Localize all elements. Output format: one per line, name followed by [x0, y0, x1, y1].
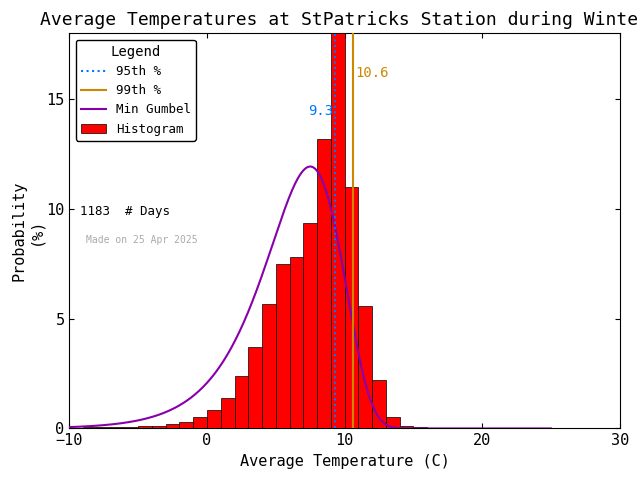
Bar: [331, 34, 344, 429]
Text: 9.3: 9.3: [308, 104, 333, 118]
Bar: [317, 139, 331, 429]
Bar: [358, 306, 372, 429]
Bar: [303, 223, 317, 429]
Bar: [372, 380, 386, 429]
Bar: [138, 426, 152, 429]
X-axis label: Average Temperature (C): Average Temperature (C): [239, 454, 449, 469]
Bar: [221, 398, 234, 429]
Bar: [207, 410, 221, 429]
Bar: [344, 187, 358, 429]
Bar: [124, 427, 138, 429]
Bar: [166, 424, 179, 429]
Bar: [262, 304, 276, 429]
Bar: [152, 426, 166, 429]
Bar: [193, 418, 207, 429]
Bar: [289, 257, 303, 429]
Title: Average Temperatures at StPatricks Station during Winter: Average Temperatures at StPatricks Stati…: [40, 11, 640, 29]
Bar: [111, 427, 124, 429]
Text: 1183  # Days: 1183 # Days: [81, 205, 170, 218]
Text: Made on 25 Apr 2025: Made on 25 Apr 2025: [86, 235, 198, 245]
Bar: [399, 426, 413, 429]
Bar: [234, 376, 248, 429]
Text: 10.6: 10.6: [355, 66, 388, 80]
Bar: [248, 347, 262, 429]
Legend: 95th %, 99th %, Min Gumbel, Histogram: 95th %, 99th %, Min Gumbel, Histogram: [76, 40, 196, 141]
Bar: [386, 418, 399, 429]
Bar: [413, 427, 427, 429]
Bar: [83, 427, 97, 429]
Y-axis label: Probability
(%): Probability (%): [11, 181, 44, 281]
Bar: [97, 427, 111, 429]
Bar: [276, 264, 289, 429]
Bar: [179, 422, 193, 429]
